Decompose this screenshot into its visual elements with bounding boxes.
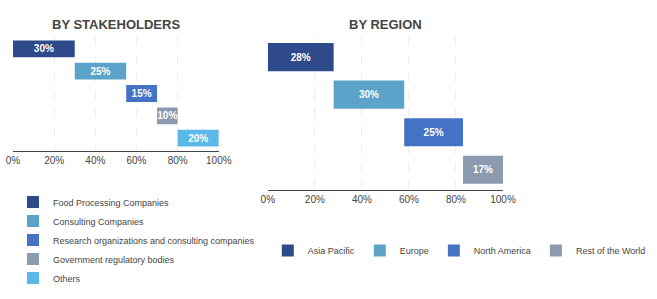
svg-text:Others: Others bbox=[53, 274, 81, 284]
svg-text:60%: 60% bbox=[399, 194, 419, 205]
svg-text:80%: 80% bbox=[168, 155, 188, 166]
svg-text:25%: 25% bbox=[90, 66, 110, 77]
svg-text:15%: 15% bbox=[132, 88, 152, 99]
svg-text:Government regulatory bodies: Government regulatory bodies bbox=[53, 255, 175, 265]
svg-text:20%: 20% bbox=[305, 194, 325, 205]
svg-text:40%: 40% bbox=[352, 194, 372, 205]
svg-text:BY REGION: BY REGION bbox=[349, 17, 422, 32]
svg-text:BY STAKEHOLDERS: BY STAKEHOLDERS bbox=[52, 17, 180, 32]
svg-text:North America: North America bbox=[474, 246, 531, 256]
svg-text:Food Processing Companies: Food Processing Companies bbox=[53, 198, 169, 208]
svg-text:Asia Pacific: Asia Pacific bbox=[308, 246, 355, 256]
svg-text:17%: 17% bbox=[473, 164, 493, 175]
svg-text:Rest of the World: Rest of the World bbox=[576, 246, 645, 256]
svg-text:Europe: Europe bbox=[400, 246, 429, 256]
svg-text:0%: 0% bbox=[6, 155, 21, 166]
svg-text:Consulting Companies: Consulting Companies bbox=[53, 217, 144, 227]
svg-text:100%: 100% bbox=[206, 155, 232, 166]
svg-text:40%: 40% bbox=[85, 155, 105, 166]
svg-text:20%: 20% bbox=[44, 155, 64, 166]
svg-text:25%: 25% bbox=[424, 127, 444, 138]
svg-text:Research organizations and con: Research organizations and consulting co… bbox=[53, 236, 255, 246]
svg-text:0%: 0% bbox=[261, 194, 276, 205]
svg-text:10%: 10% bbox=[157, 110, 177, 121]
svg-text:20%: 20% bbox=[188, 133, 208, 144]
svg-text:30%: 30% bbox=[34, 43, 54, 54]
svg-text:30%: 30% bbox=[359, 89, 379, 100]
svg-text:28%: 28% bbox=[291, 52, 311, 63]
svg-text:60%: 60% bbox=[126, 155, 146, 166]
svg-text:80%: 80% bbox=[446, 194, 466, 205]
svg-text:100%: 100% bbox=[490, 194, 516, 205]
